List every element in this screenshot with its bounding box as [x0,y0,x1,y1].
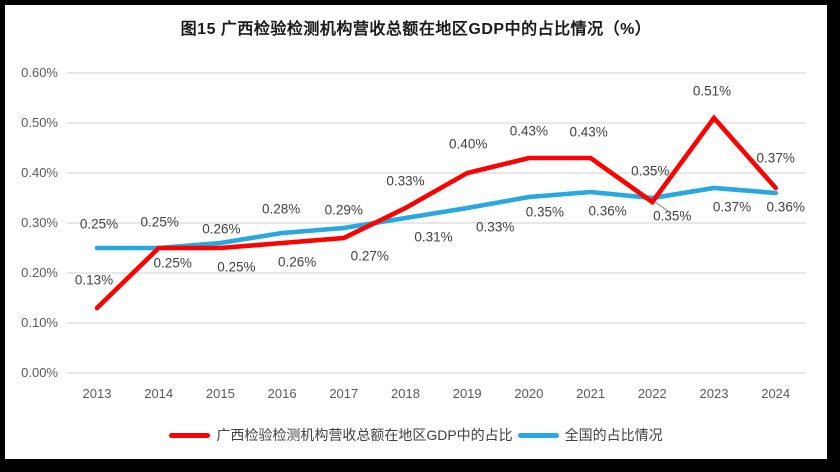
legend-label-national: 全国的占比情况 [564,427,663,443]
legend-item-national: 全国的占比情况 [517,425,663,445]
legend: 广西检验检测机构营收总额在地区GDP中的占比 全国的占比情况 [5,425,827,445]
series-line-guangxi [94,114,779,311]
label-leader-line [654,201,669,212]
legend-label-guangxi: 广西检验检测机构营收总额在地区GDP中的占比 [216,427,513,443]
red-line-swatch-icon [169,432,211,438]
blue-line-swatch-icon [517,432,559,438]
series-line-national [94,185,779,251]
legend-item-guangxi: 广西检验检测机构营收总额在地区GDP中的占比 [169,425,513,445]
chart-panel [5,5,827,459]
chart-title: 图15 广西检验检测机构营收总额在地区GDP中的占比情况（%） [180,21,652,38]
